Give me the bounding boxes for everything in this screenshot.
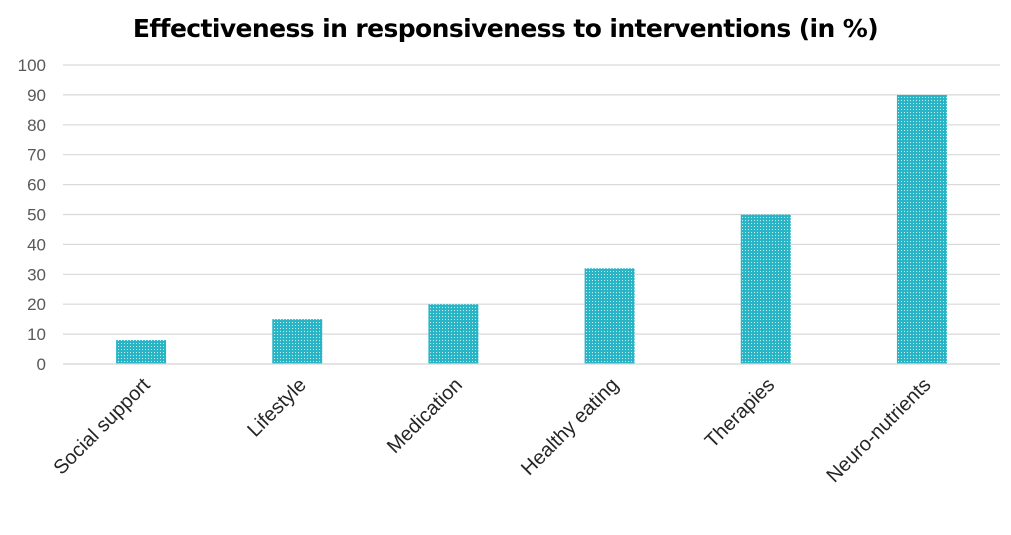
bar-healthy-eating bbox=[584, 268, 635, 364]
bar-lifestyle bbox=[272, 319, 323, 364]
y-tick-label: 70 bbox=[27, 146, 46, 165]
x-category-label: Social support bbox=[49, 374, 154, 479]
y-tick-label: 60 bbox=[27, 176, 46, 195]
x-category-label: Healthy eating bbox=[517, 374, 623, 480]
y-tick-label: 100 bbox=[18, 56, 46, 75]
gridlines bbox=[63, 64, 1000, 365]
bar-social-support bbox=[116, 340, 167, 364]
x-category-label: Lifestyle bbox=[243, 374, 310, 441]
y-tick-label: 50 bbox=[27, 206, 46, 225]
y-axis-ticks: 0 10 20 30 40 50 60 70 80 90 100 bbox=[18, 56, 46, 374]
y-tick-label: 10 bbox=[27, 325, 46, 344]
bar-medication bbox=[428, 304, 479, 364]
y-tick-label: 20 bbox=[27, 295, 46, 314]
y-tick-label: 0 bbox=[37, 355, 46, 374]
bars bbox=[63, 94, 1000, 365]
x-axis-labels: Social support Lifestyle Medication Healthy… bbox=[49, 374, 935, 487]
x-category-label: Medication bbox=[383, 374, 467, 458]
chart-title: Effectiveness in responsiveness to inter… bbox=[132, 14, 879, 43]
bar-neuro-nutrients bbox=[896, 94, 947, 365]
y-tick-label: 40 bbox=[27, 235, 46, 254]
x-category-label: Therapies bbox=[701, 374, 779, 452]
y-tick-label: 90 bbox=[27, 86, 46, 105]
bar-therapies bbox=[740, 214, 791, 364]
y-tick-label: 30 bbox=[27, 265, 46, 284]
y-tick-label: 80 bbox=[27, 116, 46, 135]
x-category-label: Neuro-nutrients bbox=[822, 374, 935, 487]
